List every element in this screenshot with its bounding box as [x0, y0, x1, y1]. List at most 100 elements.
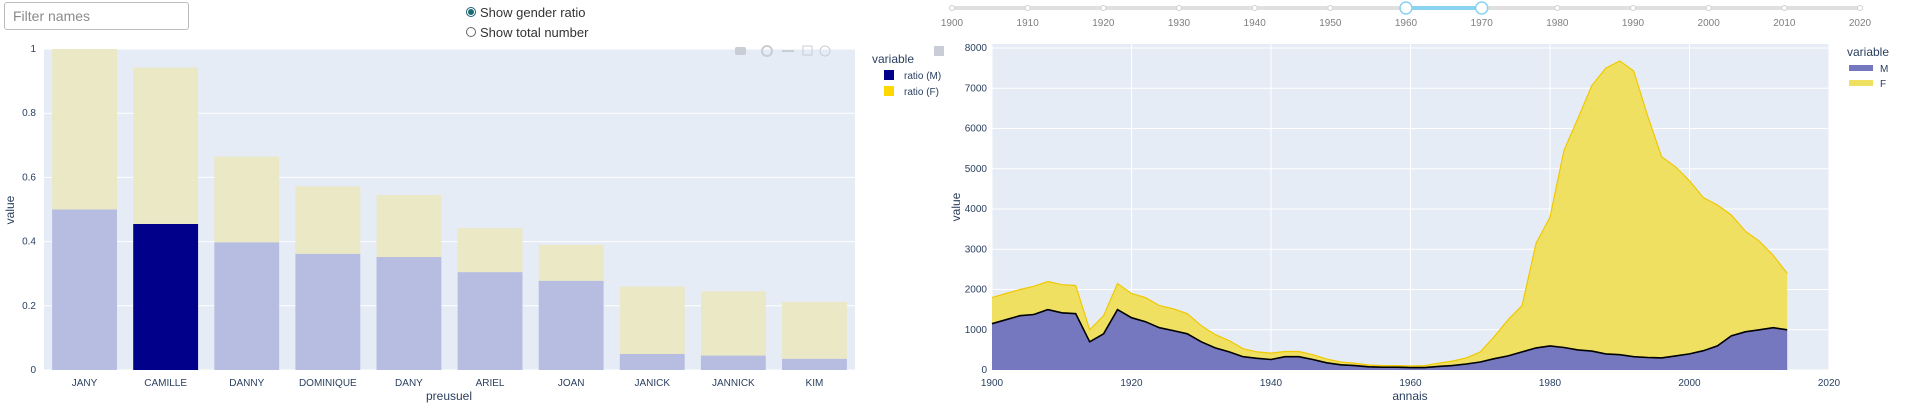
legend-label-ratio-m: ratio (M): [904, 71, 941, 82]
bar-x-tick-label: JOAN: [558, 378, 585, 389]
area-y-tick-label: 6000: [965, 124, 988, 135]
slider-tick-label: 1900: [941, 18, 964, 29]
area-x-tick-label: 1960: [1399, 378, 1422, 389]
legend-swatch-f[interactable]: [1849, 80, 1873, 86]
pan-icon[interactable]: [782, 50, 794, 52]
slider-tick-label: 1970: [1471, 18, 1494, 29]
bar-camille-f[interactable]: [133, 67, 199, 224]
radio-selected-icon[interactable]: [466, 7, 476, 17]
slider-tick-label: 1980: [1546, 18, 1569, 29]
bar-ariel-f[interactable]: [457, 228, 523, 273]
bar-kim-m[interactable]: [782, 358, 847, 370]
bar-y-axis-title: value: [3, 195, 17, 224]
legend-label-f: F: [1880, 79, 1886, 90]
slider-tick-label: 1960: [1395, 18, 1418, 29]
bar-y-tick-label: 0: [30, 365, 36, 376]
bar-camille-m[interactable]: [133, 223, 199, 370]
plotly-logo-icon[interactable]: [934, 46, 944, 56]
area-x-tick-label: 2000: [1678, 378, 1701, 389]
radio-option-gender-ratio[interactable]: Show gender ratio: [466, 2, 588, 22]
bar-janick-f[interactable]: [619, 286, 685, 354]
area-series-m-line: [991, 308, 1788, 369]
name-count-area-chart: 1900 1920 1940 1960 1980 2000 2020 0 1000 2000 30…: [949, 43, 1889, 403]
bar-dominique-m[interactable]: [295, 253, 361, 370]
bar-danny-m[interactable]: [214, 242, 280, 370]
bar-joan-f[interactable]: [538, 244, 604, 281]
bar-danny-f[interactable]: [214, 156, 280, 243]
area-legend-title: variable: [1847, 45, 1889, 59]
radio-unselected-icon[interactable]: [466, 27, 476, 37]
slider-tick-dot: [1100, 5, 1107, 11]
bar-modebar[interactable]: [735, 45, 944, 57]
bar-dominique-f[interactable]: [295, 186, 361, 254]
slider-tick-dot: [1705, 5, 1712, 11]
lasso-icon[interactable]: [819, 45, 831, 57]
bar-jannick-f[interactable]: [700, 291, 766, 356]
slider-tick-label: 1990: [1622, 18, 1645, 29]
slider-tick-label: 2020: [1849, 18, 1872, 29]
slider-tick-dot: [1251, 5, 1258, 11]
bar-y-tick-label: 0.6: [22, 172, 36, 183]
slider-tick-dot: [1630, 5, 1636, 11]
area-series-m[interactable]: [992, 309, 1788, 370]
slider-tick-label: 2010: [1773, 18, 1796, 29]
bar-janick-m[interactable]: [619, 353, 685, 370]
area-legend: variable M F: [1847, 45, 1889, 90]
legend-swatch-ratio-m[interactable]: [884, 70, 894, 80]
area-series-f[interactable]: [992, 60, 1788, 368]
area-y-tick-label: 1000: [965, 325, 988, 336]
bar-x-tick-label: ARIEL: [476, 378, 505, 389]
slider-tick-label: 1920: [1092, 18, 1115, 29]
legend-label-m: M: [1880, 64, 1888, 75]
legend-label-ratio-f: ratio (F): [904, 87, 939, 98]
camera-icon[interactable]: [735, 47, 746, 55]
bar-x-tick-label: JANNICK: [712, 378, 755, 389]
area-y-tick-label: 5000: [965, 164, 988, 175]
bar-x-tick-label: DANNY: [229, 378, 264, 389]
area-y-tick-label: 0: [981, 365, 987, 376]
area-x-tick-label: 1940: [1260, 378, 1283, 389]
bar-ariel-m[interactable]: [457, 272, 523, 370]
slider-handle-end[interactable]: [1474, 1, 1489, 15]
radio-label-total-number: Show total number: [480, 24, 589, 40]
bar-y-tick-label: 0.8: [22, 108, 36, 119]
bar-legend-title: variable: [872, 52, 914, 66]
slider-tick-label: 1950: [1319, 18, 1342, 29]
area-x-tick-label: 1900: [981, 378, 1004, 389]
name-filter-input[interactable]: [4, 2, 189, 30]
slider-tick-label: 2000: [1698, 18, 1721, 29]
bar-x-tick-label: CAMILLE: [144, 378, 187, 389]
slider-selected-track[interactable]: [1406, 6, 1482, 10]
zoom-icon[interactable]: [761, 45, 773, 57]
slider-tick-label: 1910: [1017, 18, 1040, 29]
gender-ratio-bar-chart: JANY CAMILLE DANNY DOMINIQUE DANY ARIEL JOAN JA…: [3, 44, 944, 403]
bar-jannick-m[interactable]: [700, 355, 766, 370]
box-select-icon[interactable]: [802, 45, 813, 56]
bar-dany-m[interactable]: [376, 257, 442, 370]
area-y-axis-title: value: [949, 192, 963, 221]
area-x-tick-label: 2020: [1818, 378, 1841, 389]
bar-legend: variable ratio (M) ratio (F): [872, 52, 941, 98]
bar-jany-m[interactable]: [52, 209, 117, 371]
legend-swatch-m[interactable]: [1849, 65, 1873, 71]
area-y-tick-label: 3000: [965, 244, 988, 255]
slider-tick-dot: [1024, 5, 1031, 11]
area-x-tick-label: 1920: [1120, 378, 1143, 389]
slider-tick-label: 1940: [1244, 18, 1267, 29]
area-series-f-line: [991, 60, 1788, 367]
radio-option-total-number[interactable]: Show total number: [466, 22, 588, 42]
display-mode-radio-group: Show gender ratio Show total number: [466, 2, 588, 42]
bar-jany-f[interactable]: [52, 49, 117, 210]
bar-x-tick-label: KIM: [806, 378, 824, 389]
bar-joan-m[interactable]: [538, 280, 604, 370]
bar-x-tick-label: DOMINIQUE: [299, 378, 357, 389]
bar-x-tick-label: JANICK: [634, 378, 670, 389]
slider-handle-start[interactable]: [1399, 1, 1413, 15]
bar-x-tick-label: DANY: [395, 378, 423, 389]
legend-swatch-ratio-f[interactable]: [884, 86, 894, 96]
year-range-slider[interactable]: 1900 1910 1920 1930 1940 1950 1960 1970 1980 1990…: [941, 1, 1872, 29]
area-x-tick-label: 1980: [1539, 378, 1562, 389]
bar-dany-f[interactable]: [376, 195, 442, 258]
bar-kim-f[interactable]: [782, 301, 847, 359]
